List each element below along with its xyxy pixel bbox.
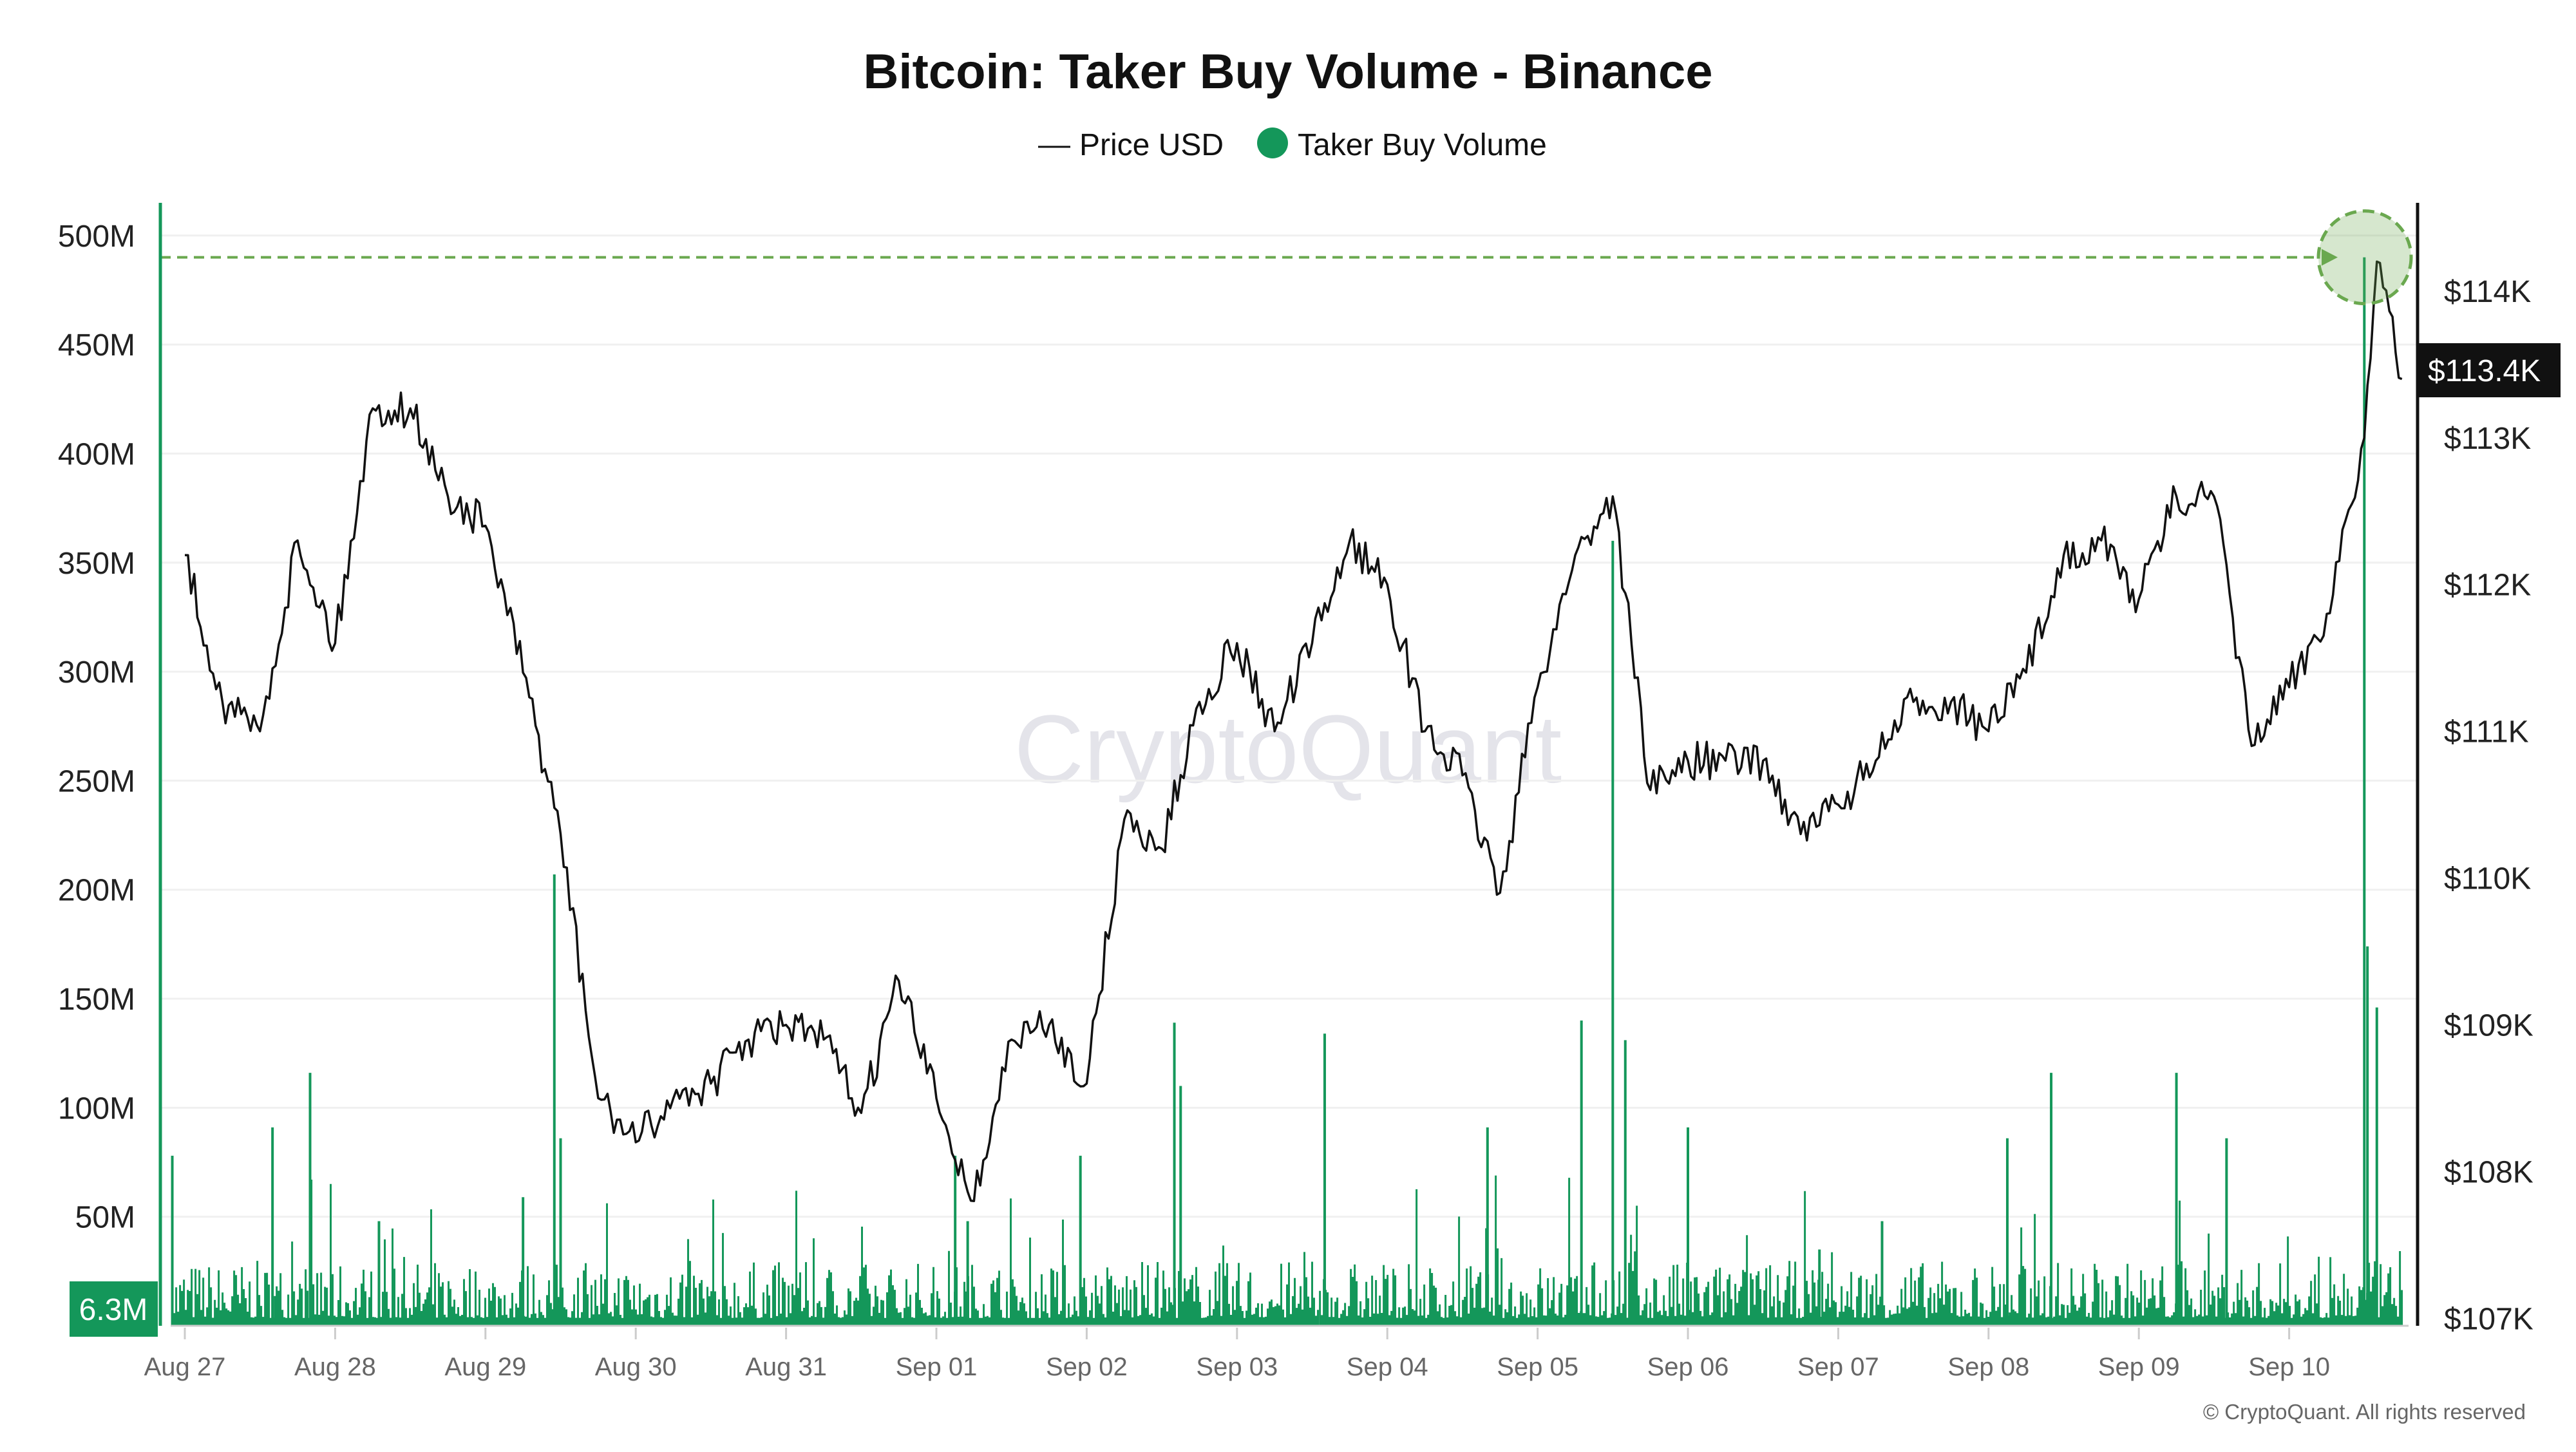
right-tick-label: $109K: [2444, 1009, 2533, 1043]
right-tick-label: $108K: [2444, 1156, 2533, 1190]
left-tick-label: 350M: [58, 547, 135, 581]
price-line: [184, 260, 2403, 1202]
x-tick-label: Aug 29: [444, 1353, 526, 1381]
legend-volume-dot-icon: [1257, 127, 1288, 158]
left-tick-label: 100M: [58, 1091, 135, 1126]
current-volume-label: 6.3M: [79, 1293, 148, 1327]
right-tick-label: $110K: [2444, 862, 2531, 896]
watermark: CryptoQuant: [1014, 695, 1562, 803]
legend: Price USD Taker Buy Volume: [1038, 127, 1547, 162]
left-tick-label: 200M: [58, 874, 135, 908]
volume-baseline-bars: [171, 1175, 2403, 1326]
current-volume-badge: 6.3M: [70, 1281, 158, 1337]
left-tick-label: 150M: [58, 983, 135, 1017]
left-tick-label: 500M: [58, 220, 135, 254]
x-tick-label: Aug 27: [144, 1353, 226, 1381]
chart-title: Bitcoin: Taker Buy Volume - Binance: [864, 44, 1713, 99]
x-tick-label: Sep 02: [1046, 1353, 1128, 1381]
x-tick-label: Aug 28: [294, 1353, 376, 1381]
x-tick-label: Aug 31: [745, 1353, 827, 1381]
gridlines: [160, 234, 2418, 1218]
threshold-annotation: [160, 209, 2413, 306]
play-arrow-icon: [2322, 249, 2338, 266]
right-tick-label: $113K: [2444, 422, 2531, 456]
legend-volume-label: Taker Buy Volume: [1298, 128, 1547, 162]
x-tick-label: Sep 08: [1947, 1353, 2029, 1381]
x-tick-label: Sep 10: [2248, 1353, 2330, 1381]
left-tick-label: 50M: [75, 1201, 135, 1235]
right-tick-label: $112K: [2444, 569, 2531, 603]
copyright: © CryptoQuant. All rights reserved: [2203, 1400, 2526, 1424]
x-tick-label: Sep 04: [1347, 1353, 1428, 1381]
threshold-circle-marker: [2316, 209, 2413, 306]
left-tick-label: 300M: [58, 655, 135, 690]
right-tick-label: $114K: [2444, 275, 2531, 309]
right-tick-label: $111K: [2444, 715, 2529, 750]
x-tick-label: Sep 01: [896, 1353, 978, 1381]
x-tick-label: Sep 09: [2098, 1353, 2180, 1381]
x-tick-label: Sep 05: [1497, 1353, 1578, 1381]
x-tick-label: Sep 03: [1196, 1353, 1278, 1381]
left-tick-label: 400M: [58, 437, 135, 471]
left-tick-label: 450M: [58, 328, 135, 363]
current-price-label: $113.4K: [2428, 354, 2541, 388]
left-tick-label: 250M: [58, 764, 135, 798]
x-tick-label: Sep 06: [1647, 1353, 1729, 1381]
right-tick-label: $107K: [2444, 1303, 2533, 1337]
left-axis-ticks: 50M 100M 150M 200M 250M 300M 350M 400M 450M 500M: [58, 220, 135, 1235]
right-axis-ticks: $107K $108K $109K $110K $111K $112K $113K $114K: [2444, 275, 2533, 1337]
x-tick-label: Aug 30: [595, 1353, 677, 1381]
x-axis-ticks: Aug 27 Aug 28 Aug 29 Aug 30 Aug 31 Sep 01 Sep …: [144, 1328, 2330, 1381]
x-tick-label: Sep 07: [1797, 1353, 1879, 1381]
current-price-badge: $113.4K: [2419, 343, 2561, 397]
legend-price-label: Price USD: [1079, 128, 1224, 162]
